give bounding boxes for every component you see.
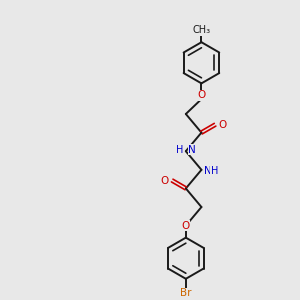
Text: O: O (182, 220, 190, 231)
Text: H: H (211, 166, 218, 176)
Text: O: O (219, 120, 227, 130)
Text: N: N (188, 145, 196, 155)
Text: O: O (197, 90, 206, 100)
Text: O: O (160, 176, 169, 186)
Text: N: N (204, 166, 212, 176)
Text: CH₃: CH₃ (192, 25, 211, 35)
Text: H: H (176, 145, 184, 155)
Text: Br: Br (180, 288, 192, 298)
